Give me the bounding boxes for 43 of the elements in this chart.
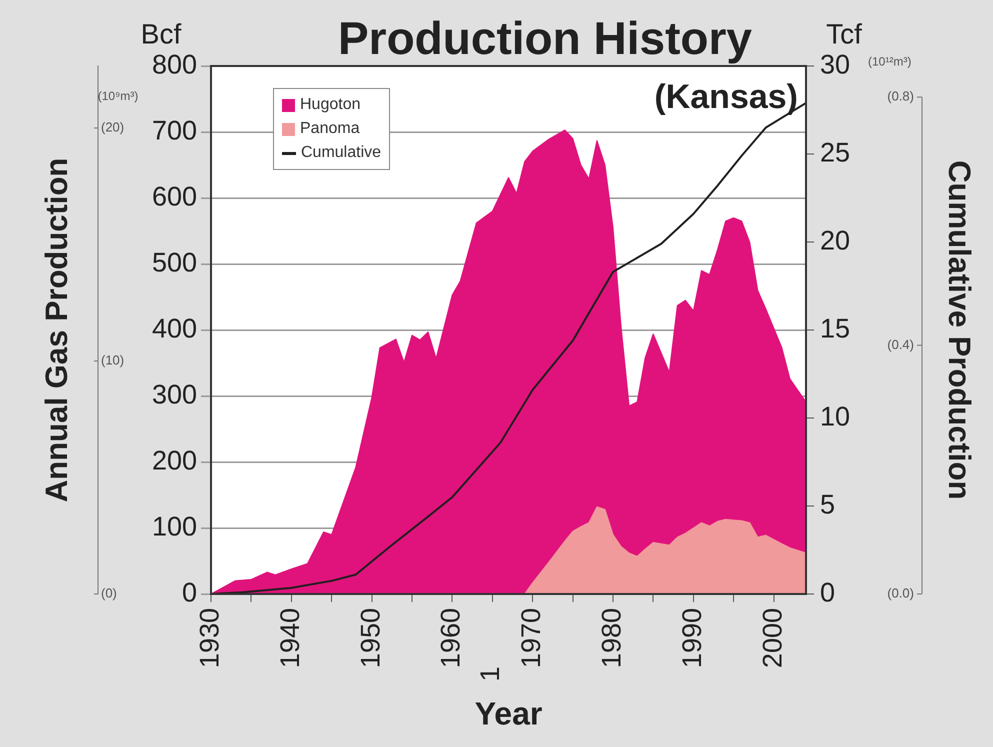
y2-tick-label: 0 <box>820 577 836 608</box>
x-tick-label: 1960 <box>436 608 466 668</box>
y2-tick-label: 5 <box>820 489 836 520</box>
x-tick-label: 1970 <box>516 608 546 668</box>
y2-tick-label: 25 <box>820 137 850 168</box>
y3-tick-label: (0) <box>101 586 117 601</box>
x-tick-label: 1950 <box>355 608 386 668</box>
y-tick-label: 200 <box>152 445 197 476</box>
y2-tick-label: 15 <box>820 313 850 344</box>
y2-tick-label: 30 <box>820 49 850 80</box>
x-tick-label: 1940 <box>274 608 305 668</box>
y-tick-label: 700 <box>152 115 197 146</box>
y2-axis-title: Cumulative Production <box>942 160 977 500</box>
text: Bcf <box>140 18 182 50</box>
text: Tcf <box>826 18 862 50</box>
text: (0.4) <box>887 336 914 352</box>
x-axis-title: Year <box>474 696 542 732</box>
y-tick-label: 500 <box>152 247 197 278</box>
legend-label: Panoma <box>300 120 360 138</box>
y-tick-label: 100 <box>152 511 197 542</box>
y-tick-label: 600 <box>152 181 197 212</box>
x-tick-label: 2000 <box>757 608 788 668</box>
y2-tick-label: 10 <box>820 401 850 432</box>
y-tick-label: 800 <box>152 49 197 80</box>
text: (0.8) <box>887 88 914 104</box>
text: (10¹²m³) <box>868 54 912 68</box>
x-tick-label: 1930 <box>194 608 224 668</box>
legend-label: Hugoton <box>300 96 360 114</box>
y3-tick-label: (10) <box>101 352 124 368</box>
chart-subtitle: (Kansas) <box>654 78 798 116</box>
chart-title: Production History <box>338 12 752 64</box>
y3-axis-title: (10⁹m³) <box>98 89 138 103</box>
y-tick-label: 0 <box>182 577 197 608</box>
legend-label: Cumulative <box>301 144 382 162</box>
x-tick-label: 1990 <box>676 608 707 668</box>
y3-tick-label: (20) <box>101 119 124 134</box>
text: (0.0) <box>887 586 914 601</box>
x-tick-label: 1980 <box>596 608 626 668</box>
y-axis-title: Annual Gas Production <box>39 158 74 502</box>
y-tick-label: 300 <box>152 379 197 410</box>
y-tick-label: 400 <box>152 313 197 344</box>
text: 1 <box>474 666 505 682</box>
y2-tick-label: 20 <box>820 225 850 256</box>
